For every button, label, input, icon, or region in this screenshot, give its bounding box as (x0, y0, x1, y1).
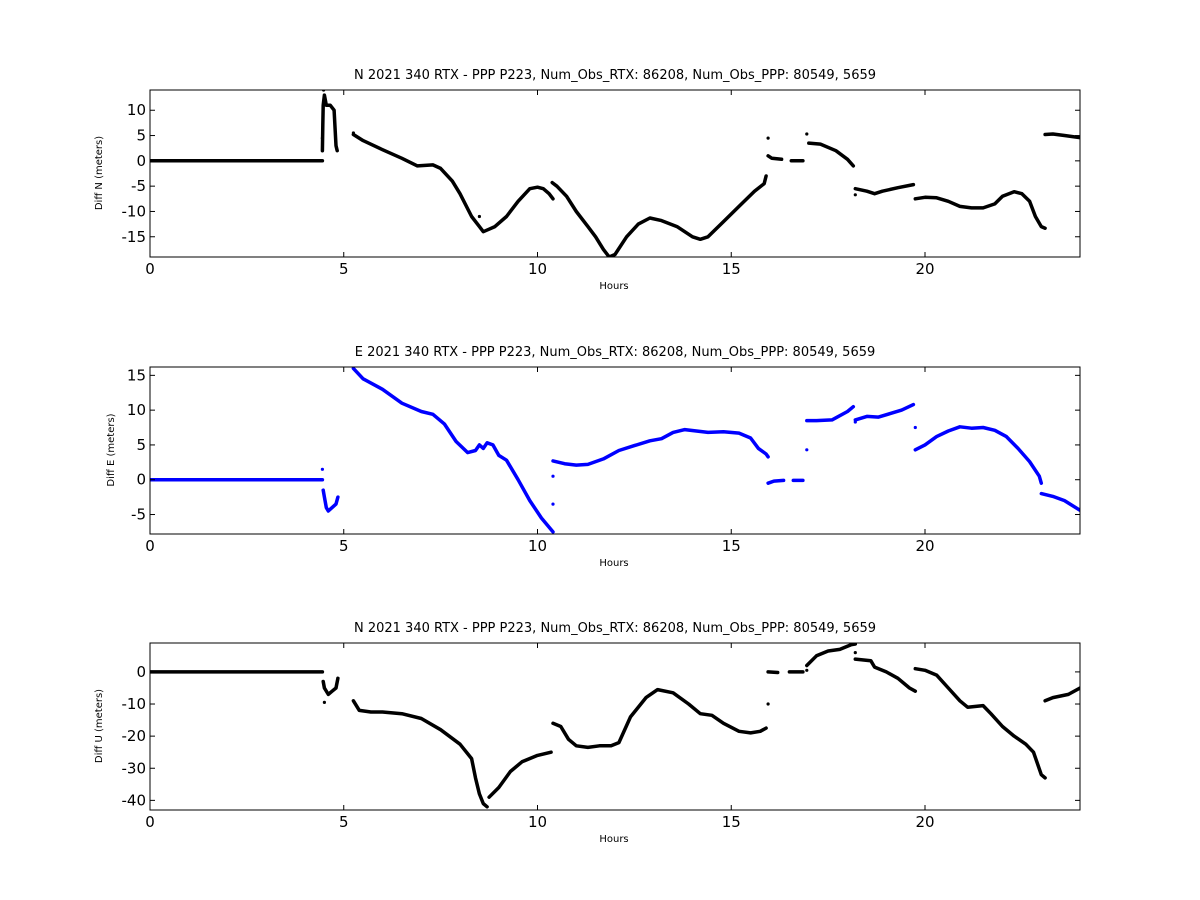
data-series (150, 643, 1080, 809)
x-tick-label: 10 (528, 813, 547, 831)
y-axis-label: Diff N (meters) (94, 136, 105, 210)
series-segment (766, 670, 780, 675)
series-segment (321, 676, 340, 697)
plot-area: 0 5 10 15 20 15 10 5 0 -5 (127, 366, 1080, 555)
data-point (805, 668, 809, 672)
y-tick-label: -40 (122, 791, 147, 809)
x-tick-label: 5 (339, 537, 349, 555)
y-tick-label: -15 (122, 228, 147, 246)
series-segment (913, 666, 1047, 780)
data-point (913, 425, 917, 430)
series-segment (805, 643, 858, 668)
series-segment (1043, 132, 1080, 140)
data-point (766, 136, 770, 140)
x-tick-label: 20 (915, 537, 934, 555)
y-axis-label: Diff U (meters) (94, 689, 105, 763)
x-tick-label: 15 (722, 260, 741, 278)
series-segment (766, 478, 786, 485)
data-point (477, 214, 481, 219)
y-tick-label: -5 (131, 506, 146, 524)
data-point (551, 474, 555, 478)
x-tick-label: 0 (145, 813, 155, 831)
series-segment (551, 687, 768, 750)
series-segment (853, 182, 916, 196)
y-tick-label: 0 (136, 663, 146, 681)
series-segment (805, 404, 856, 423)
data-point (805, 132, 809, 136)
series-segment (853, 657, 918, 693)
x-axis-label: Hours (599, 558, 628, 569)
series-segment (913, 189, 1047, 230)
series-segment (913, 425, 1044, 485)
y-axis-label: Diff E (meters) (106, 413, 117, 486)
data-point (320, 467, 324, 471)
x-tick-label: 10 (528, 537, 547, 555)
y-tick-label: 5 (136, 436, 146, 454)
x-tick-label: 15 (722, 537, 741, 555)
x-tick-label: 20 (915, 813, 934, 831)
axes-frame (149, 366, 1081, 535)
panel-north: N 2021 340 RTX - PPP P223, Num_Obs_RTX: … (94, 68, 1081, 292)
x-axis-label: Hours (599, 834, 628, 845)
data-series (150, 90, 1080, 257)
axes-frame (149, 89, 1081, 258)
y-tick-label: -20 (122, 727, 147, 745)
y-tick-label: 0 (136, 471, 146, 489)
series-segment (807, 141, 856, 168)
series-segment (1043, 686, 1080, 703)
series-segment (1039, 491, 1080, 513)
x-tick-label: 0 (145, 537, 155, 555)
x-tick-label: 5 (339, 260, 349, 278)
data-point (322, 700, 326, 705)
y-tick-label: 15 (127, 366, 146, 384)
y-tick-label: -10 (122, 695, 147, 713)
x-tick-label: 0 (145, 260, 155, 278)
panel-up: N 2021 340 RTX - PPP P223, Num_Obs_RTX: … (94, 621, 1081, 845)
axes-frame (149, 642, 1081, 811)
data-point (351, 131, 355, 135)
panel-title: N 2021 340 RTX - PPP P223, Num_Obs_RTX: … (354, 68, 876, 83)
series-segment (320, 93, 339, 153)
series-segment (766, 154, 784, 162)
data-point (853, 651, 857, 655)
y-tick-label: 10 (127, 101, 146, 119)
x-tick-label: 5 (339, 813, 349, 831)
series-segment (321, 488, 340, 513)
panel-title: E 2021 340 RTX - PPP P223, Num_Obs_RTX: … (355, 345, 876, 360)
y-tick-label: -10 (122, 202, 147, 220)
x-tick-label: 20 (915, 260, 934, 278)
series-segment (853, 402, 916, 422)
data-point (766, 702, 770, 706)
data-point (551, 502, 555, 506)
series-segment (550, 174, 768, 257)
x-tick-label: 15 (722, 813, 741, 831)
series-segment (351, 699, 489, 809)
y-tick-label: 0 (136, 152, 146, 170)
series-segment (487, 750, 553, 799)
plot-area: 0 5 10 15 20 10 5 0 -5 -10 -15 (122, 90, 1080, 278)
series-segment (551, 427, 770, 467)
data-point (853, 193, 857, 197)
panel-east: E 2021 340 RTX - PPP P223, Num_Obs_RTX: … (106, 345, 1081, 569)
data-point (805, 448, 809, 452)
data-series (150, 367, 1080, 534)
x-axis-label: Hours (599, 281, 628, 292)
y-tick-label: -30 (122, 759, 147, 777)
y-tick-label: 5 (136, 127, 146, 145)
series-segment (351, 132, 555, 234)
panel-title: N 2021 340 RTX - PPP P223, Num_Obs_RTX: … (354, 621, 876, 636)
y-tick-label: -5 (131, 177, 146, 195)
data-point (320, 136, 324, 140)
series-segment (351, 367, 555, 534)
y-tick-label: 10 (127, 401, 146, 419)
x-tick-label: 10 (528, 260, 547, 278)
data-point (853, 420, 857, 424)
